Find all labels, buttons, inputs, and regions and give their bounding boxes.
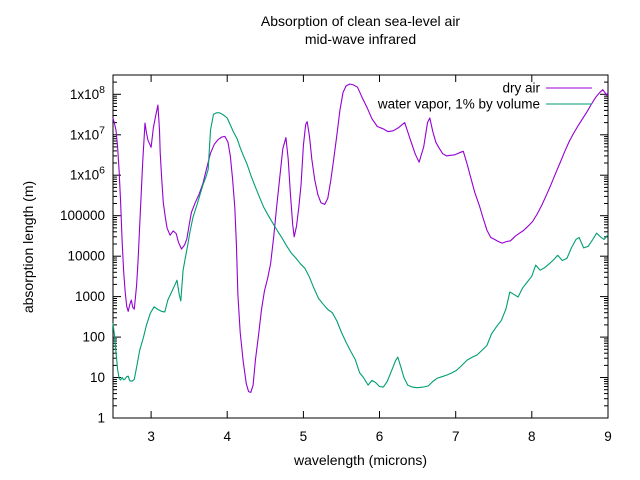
y-tick-label: 1x108 xyxy=(70,84,105,102)
chart-title: Absorption of clean sea-level air mid-wa… xyxy=(113,12,608,48)
y-tick-label: 10 xyxy=(90,370,105,385)
x-tick-label: 9 xyxy=(604,429,612,444)
y-tick-label: 1000 xyxy=(75,289,105,304)
y-tick-label: 100000 xyxy=(60,208,105,223)
x-tick-label: 5 xyxy=(300,429,308,444)
y-tick-label: 1 xyxy=(97,411,105,426)
plot-border xyxy=(112,74,609,419)
chart-title-line2: mid-wave infrared xyxy=(304,31,417,47)
y-tick-label: 100 xyxy=(82,330,105,345)
x-tick-label: 7 xyxy=(452,429,460,444)
y-tick-label: 1x106 xyxy=(70,165,105,183)
x-tick-label: 8 xyxy=(528,429,536,444)
legend-label: dry air xyxy=(502,81,540,96)
x-tick-label: 3 xyxy=(147,429,155,444)
x-axis-title: wavelength (microns) xyxy=(293,452,428,468)
y-tick-label: 10000 xyxy=(67,249,105,264)
dry-air-line xyxy=(112,83,609,393)
chart-title-line1: Absorption of clean sea-level air xyxy=(260,13,461,29)
x-tick-label: 4 xyxy=(223,429,231,444)
y-tick-label: 1x107 xyxy=(70,124,105,142)
legend-label: water vapor, 1% by volume xyxy=(377,97,540,112)
water-vapor-1-by-volume-line xyxy=(112,112,609,389)
x-tick-label: 6 xyxy=(376,429,384,444)
